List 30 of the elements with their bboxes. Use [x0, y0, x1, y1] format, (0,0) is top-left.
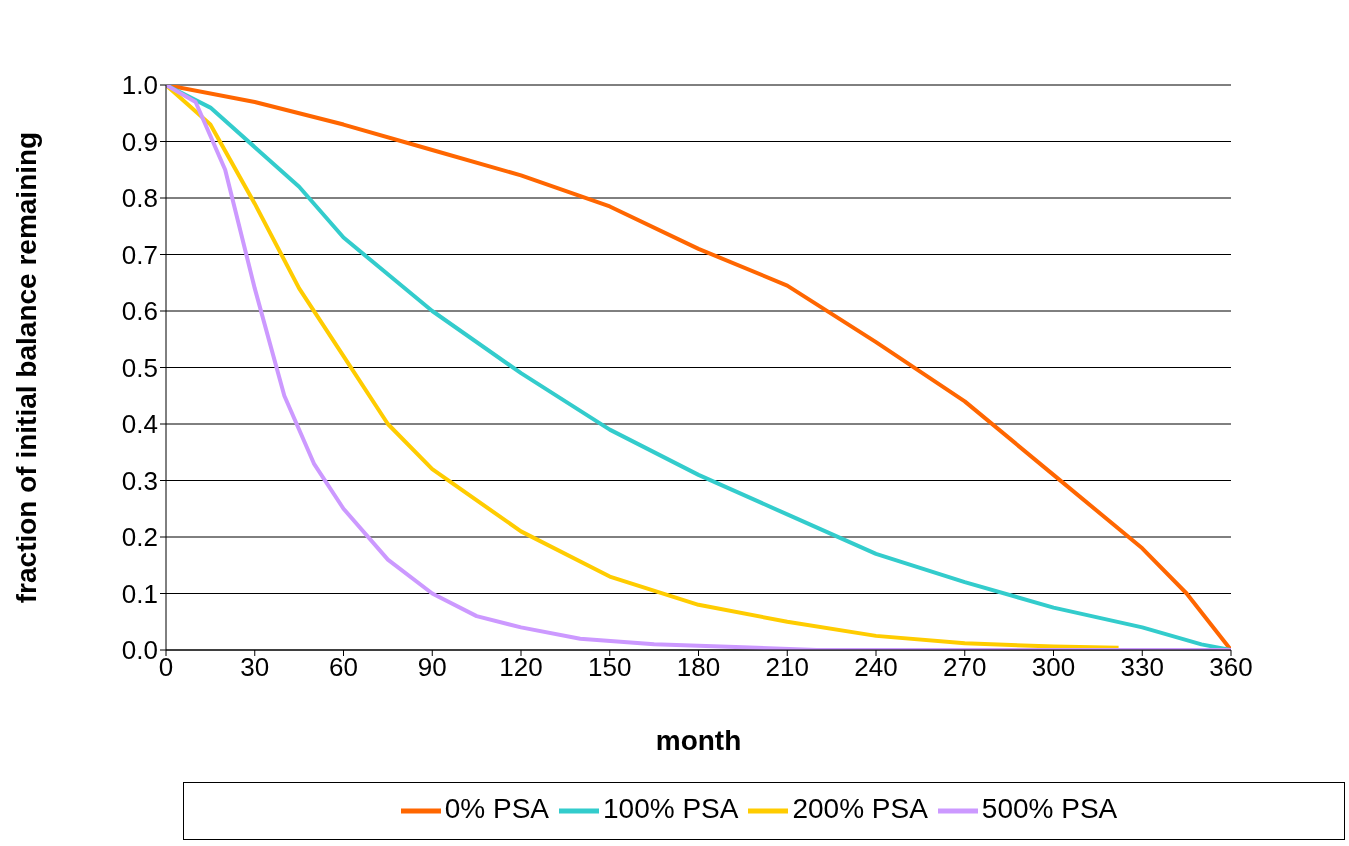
x-tick-label: 360 — [1209, 652, 1253, 683]
y-tick-label: 0.2 — [121, 522, 158, 553]
y-axis-title: fraction of initial balance remaining — [10, 131, 42, 604]
x-tick-label: 30 — [240, 652, 270, 683]
y-tick-label: 0.1 — [121, 578, 158, 609]
legend-label: 0% PSA — [444, 793, 549, 825]
x-tick-label: 120 — [499, 652, 543, 683]
y-tick-label: 0.5 — [121, 352, 158, 383]
y-tick-label: 0.6 — [121, 296, 158, 327]
y-tick-label: 0.3 — [121, 465, 158, 496]
x-tick-label: 150 — [588, 652, 632, 683]
x-tick-label: 300 — [1031, 652, 1076, 683]
x-tick-label: 90 — [417, 652, 447, 683]
legend-label: 200% PSA — [792, 793, 928, 825]
legend-label: 100% PSA — [603, 793, 739, 825]
x-tick-label: 240 — [854, 652, 898, 683]
x-axis-title: month — [655, 725, 742, 756]
x-tick-label: 270 — [943, 652, 987, 683]
x-tick-label: 0 — [158, 652, 174, 683]
y-tick-label: 1.0 — [121, 70, 158, 101]
y-tick-label: 0.9 — [121, 126, 158, 157]
y-tick-label: 0.4 — [121, 409, 158, 440]
legend-label: 500% PSA — [981, 793, 1118, 825]
x-tick-label: 60 — [329, 652, 358, 683]
x-tick-label: 180 — [676, 652, 721, 683]
y-tick-label: 0.0 — [121, 635, 158, 666]
y-tick-label: 0.7 — [121, 239, 158, 270]
x-tick-label: 210 — [765, 652, 809, 683]
y-tick-label: 0.8 — [121, 183, 158, 214]
x-tick-label: 330 — [1120, 652, 1164, 683]
